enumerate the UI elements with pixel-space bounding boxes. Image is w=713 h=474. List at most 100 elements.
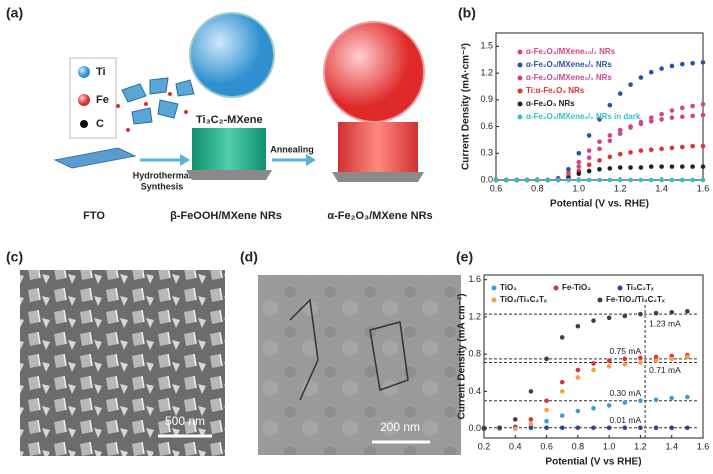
data-point: [607, 154, 613, 160]
data-point: [566, 177, 571, 183]
data-point: [528, 417, 534, 422]
data-point: [669, 63, 675, 69]
data-point: [559, 413, 565, 418]
data-point: [638, 355, 643, 361]
x-axis-label: Potential (V vs. RHE): [550, 199, 649, 210]
y-tick-label: 1.2: [480, 67, 493, 77]
y-tick-label: 1.2: [468, 311, 481, 321]
data-point: [576, 159, 582, 165]
data-point: [669, 309, 675, 315]
scale-text: 200 nm: [380, 420, 420, 434]
data-point: [535, 177, 540, 183]
y-axis-label: Current Density (mA·cm⁻²): [461, 43, 472, 170]
data-point: [544, 418, 549, 424]
y-tick-label: 0.8: [468, 349, 481, 359]
x-tick-label: 1.6: [697, 441, 710, 451]
legend-box: [69, 57, 117, 139]
data-point: [648, 115, 654, 120]
data-point: [685, 425, 690, 431]
data-point: [617, 131, 623, 136]
y-tick-label: 1.5: [480, 41, 493, 51]
c-atom: [80, 120, 88, 128]
data-point: [597, 139, 602, 144]
y-tick-label: 0.0: [480, 174, 493, 184]
data-point: [566, 167, 571, 172]
arrow-head: [306, 154, 316, 166]
data-point: [607, 138, 613, 144]
data-point: [648, 69, 654, 75]
legend-marker: [491, 297, 497, 303]
x-tick-label: 1.0: [603, 441, 616, 451]
scale-text: 500 nm: [165, 414, 205, 428]
legend-text: C: [96, 118, 104, 130]
legend-text: TiO₂/Ti₃C₂Tₓ: [500, 295, 547, 304]
x-tick-label: 0.8: [531, 183, 544, 193]
data-point: [606, 363, 612, 369]
data-point: [617, 151, 623, 157]
mxene-zoom: [189, 12, 275, 98]
panel-a: (a) Ti Fe C Ti₃C₂-MXene Hydrothermal Syn…: [6, 5, 433, 222]
x-tick-label: 0.8: [572, 441, 585, 451]
data-point: [528, 389, 534, 394]
data-point: [648, 147, 654, 153]
data-point: [653, 397, 659, 403]
data-point: [559, 335, 565, 340]
data-point: [669, 425, 675, 431]
data-point: [628, 150, 633, 155]
legend-text: Ti:α-Fe₂O₃ NRs: [526, 86, 585, 95]
data-point: [638, 425, 643, 431]
legend-marker: [517, 62, 523, 68]
sheet-edges: [289, 298, 409, 401]
data-point: [685, 394, 690, 400]
legend-text: Ti₃C₂Tₓ: [626, 283, 654, 292]
panel-label: (b): [458, 5, 476, 21]
x-tick-label: 1.0: [573, 183, 586, 193]
fe2o3-zoom: [323, 21, 425, 123]
data-point: [638, 177, 644, 183]
y-tick-label: 0.4: [468, 386, 481, 396]
annotation: 0.01 mA: [609, 415, 641, 425]
panel-d: (d) 200 nm: [240, 249, 461, 455]
data-point: [591, 425, 596, 431]
legend-text: Fe: [96, 94, 109, 106]
legend-marker: [617, 285, 623, 291]
data-point: [575, 367, 581, 373]
data-point: [606, 403, 612, 408]
panel-label: (d): [240, 249, 258, 265]
data-point: [700, 177, 706, 183]
data-point: [669, 177, 675, 183]
data-point: [680, 164, 685, 169]
data-point: [669, 115, 675, 120]
data-point: [638, 119, 644, 125]
data-point: [690, 143, 695, 149]
data-point: [680, 144, 685, 150]
x-tick-label: 1.4: [665, 441, 678, 451]
fe-dots: [116, 92, 188, 132]
data-point: [586, 162, 592, 168]
data-point: [528, 421, 534, 427]
legend-text: α-Fe₂O₃/MXene₅/₁ NRs in dark: [526, 112, 641, 121]
data-point: [544, 398, 549, 404]
data-point: [680, 61, 685, 67]
data-point: [638, 75, 644, 80]
data-point: [669, 108, 675, 113]
data-point: [607, 177, 613, 183]
legend-marker: [517, 75, 523, 81]
step-text: Synthesis: [141, 181, 184, 191]
x-tick-label: 1.2: [634, 441, 647, 451]
annotation: 0.75 mA: [609, 346, 641, 356]
data-point: [575, 425, 581, 431]
data-point: [575, 408, 581, 414]
data-point: [685, 309, 690, 314]
legend-text: TiO₂: [500, 283, 517, 292]
data-point: [591, 318, 596, 323]
legend-marker: [517, 88, 523, 94]
data-point: [607, 102, 613, 108]
annotation: 0.30 mA: [609, 388, 641, 398]
data-point: [659, 146, 664, 152]
data-point: [544, 425, 549, 431]
arrow-head: [180, 154, 190, 166]
data-point: [659, 66, 664, 71]
data-point: [648, 164, 654, 169]
data-point: [544, 356, 549, 362]
